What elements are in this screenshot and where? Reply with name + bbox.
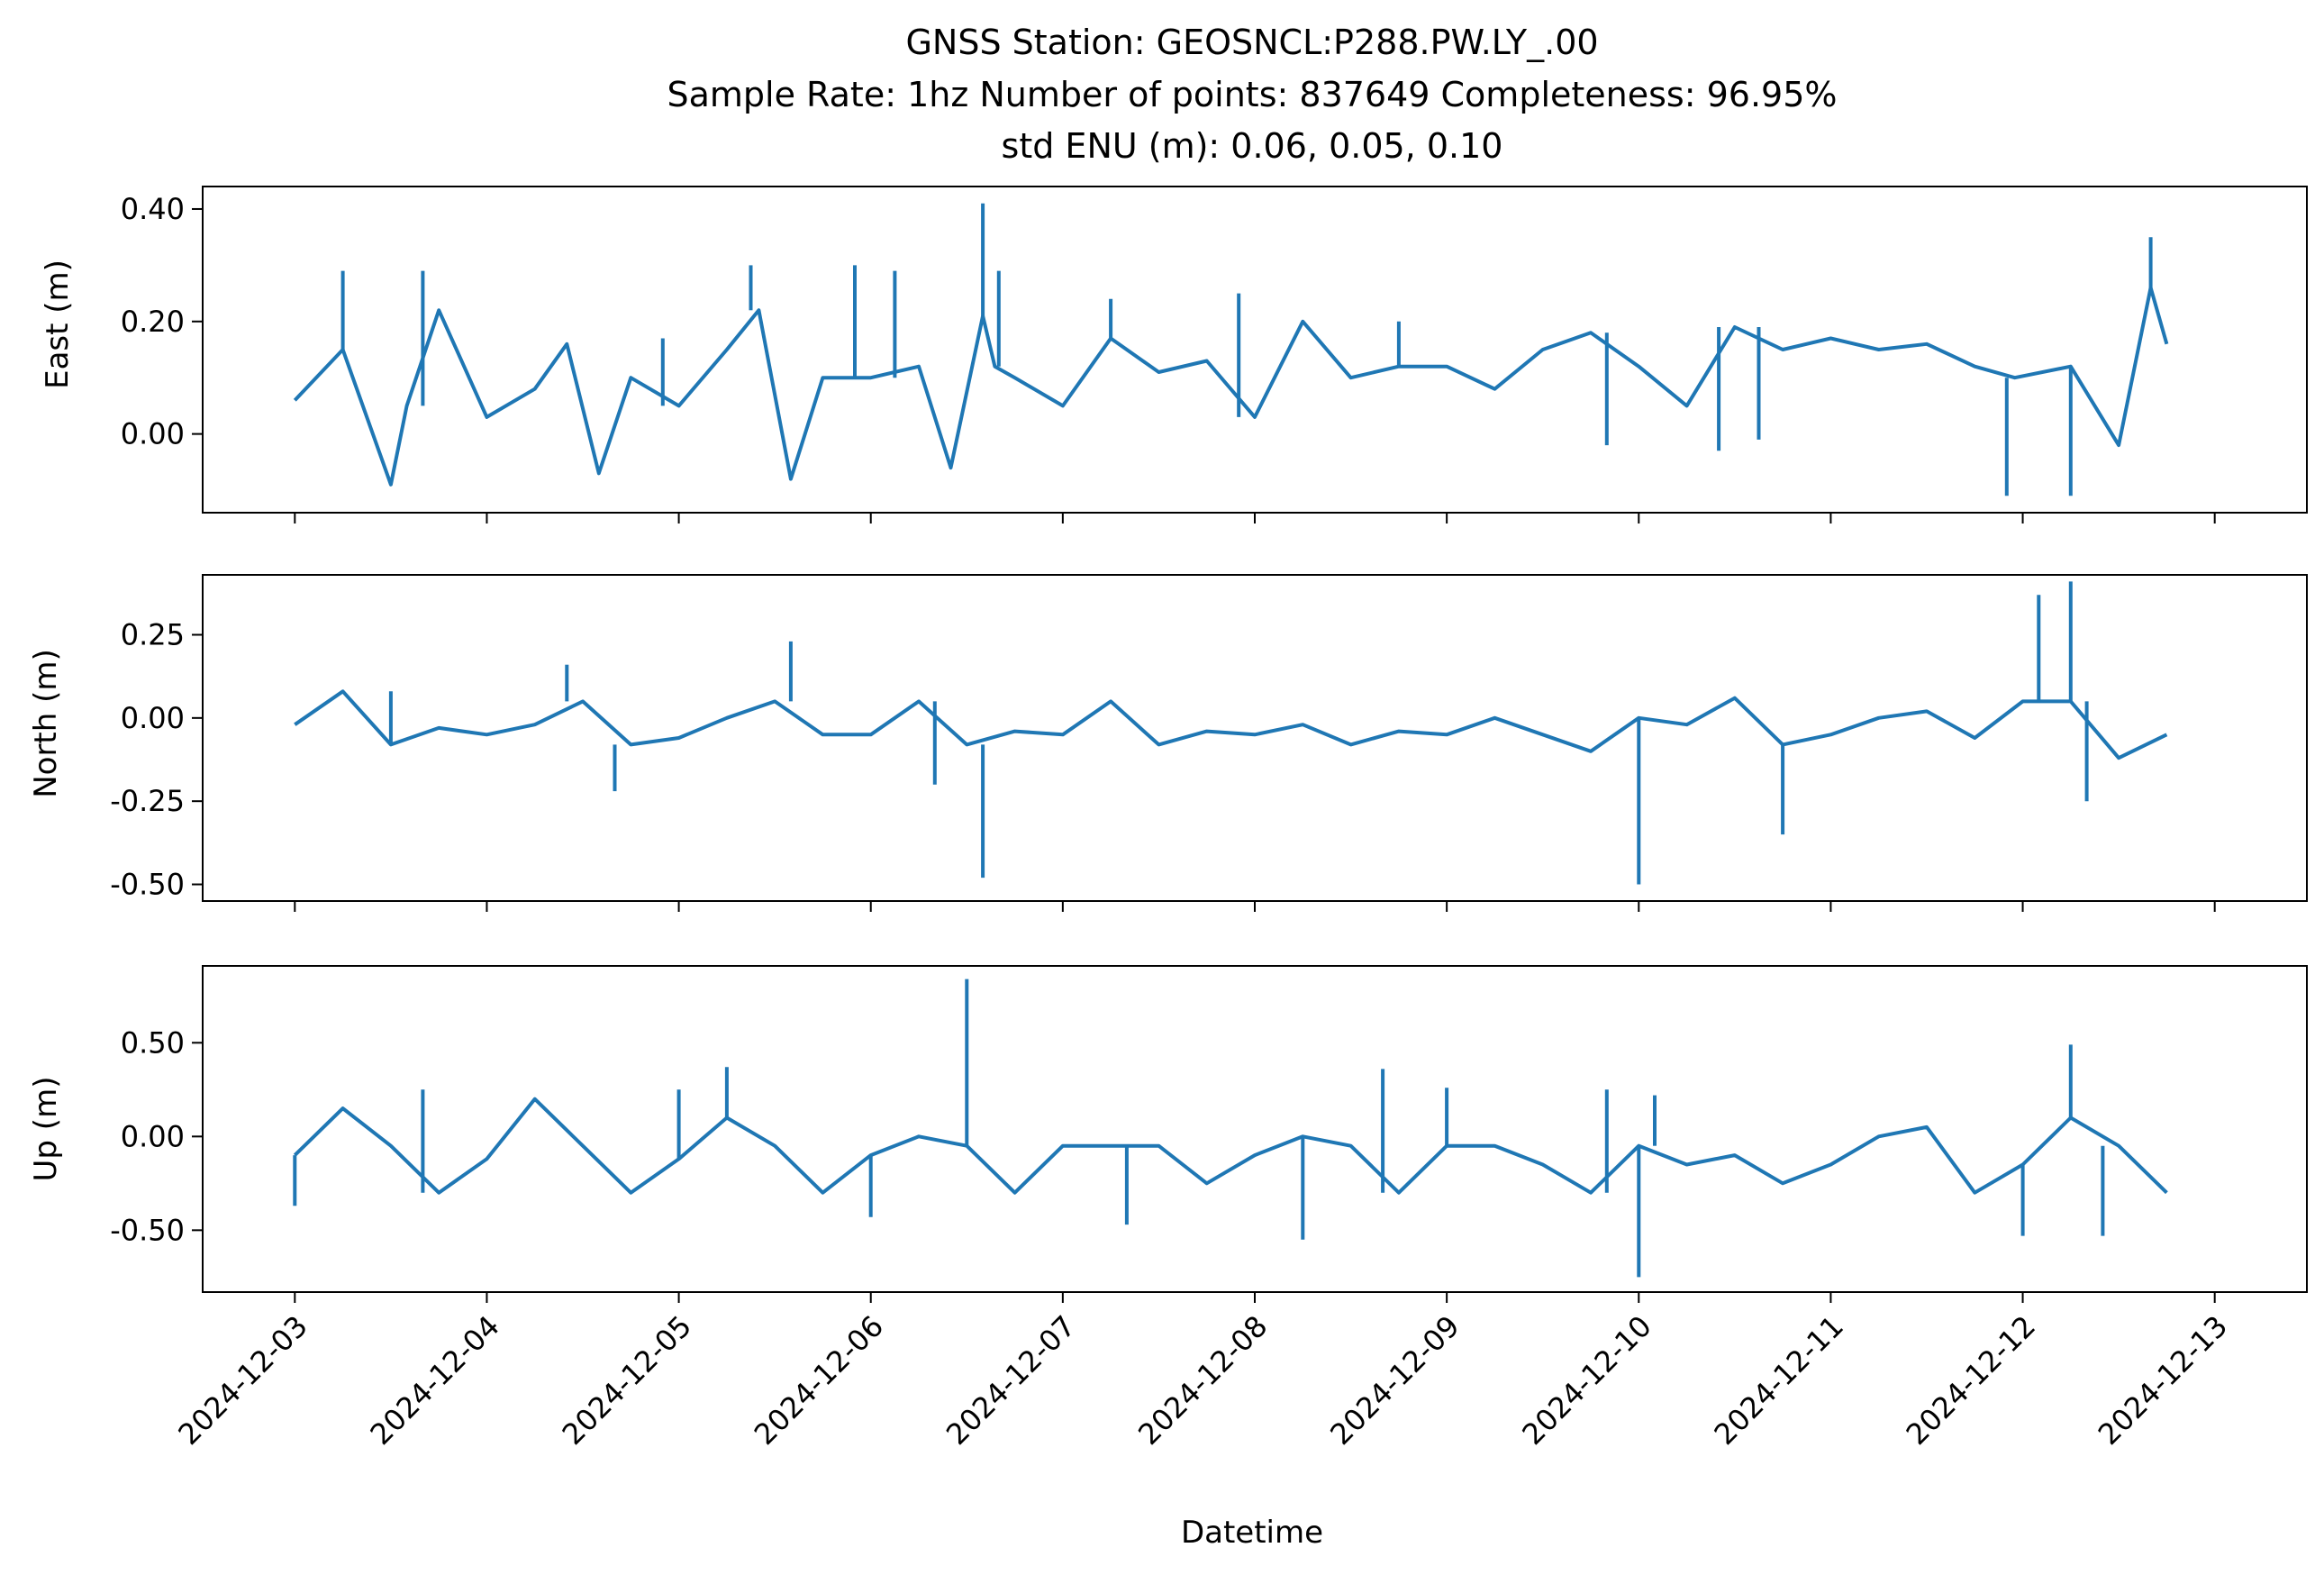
up-ytick-label: 0.50 [121, 1025, 185, 1060]
up-panel: -0.50 0.00 0.50 Up (m) [28, 965, 2308, 1293]
north-ylabel: North (m) [28, 649, 64, 798]
north-series-line [294, 689, 2168, 760]
east-ylabel: East (m) [40, 259, 76, 389]
east-series-line [293, 286, 2169, 487]
up-series-line [293, 1097, 2168, 1195]
north-ytick-label: 0.00 [121, 701, 185, 735]
east-panel: 0.00 0.20 0.40 East (m) [40, 186, 2308, 514]
north-series-layer: -0.50 -0.25 0.00 0.25 [110, 581, 2168, 902]
up-ytick-label: 0.00 [121, 1119, 185, 1153]
up-ytick-label: -0.50 [110, 1213, 185, 1247]
title-line-2: Sample Rate: 1hz Number of points: 83764… [667, 75, 1838, 114]
up-series-layer: -0.50 0.00 0.50 [110, 979, 2168, 1278]
east-ytick-label: 0.20 [121, 305, 185, 339]
north-ytick-label: -0.25 [110, 784, 185, 818]
north-ytick-label: 0.25 [121, 617, 185, 651]
north-ytick-label: -0.50 [110, 868, 185, 902]
title-line-3: std ENU (m): 0.06, 0.05, 0.10 [1002, 126, 1503, 166]
x-axis-label: Datetime [1181, 1515, 1323, 1551]
up-ylabel: Up (m) [28, 1077, 64, 1182]
title-line-1: GNSS Station: GEOSNCL:P288.PW.LY_.00 [905, 23, 1598, 62]
east-ytick-label: 0.00 [121, 417, 185, 451]
north-panel: -0.50 -0.25 0.00 0.25 North (m) [28, 574, 2308, 902]
east-ytick-label: 0.40 [121, 192, 185, 226]
east-series-layer: 0.00 0.20 0.40 [121, 192, 2169, 496]
